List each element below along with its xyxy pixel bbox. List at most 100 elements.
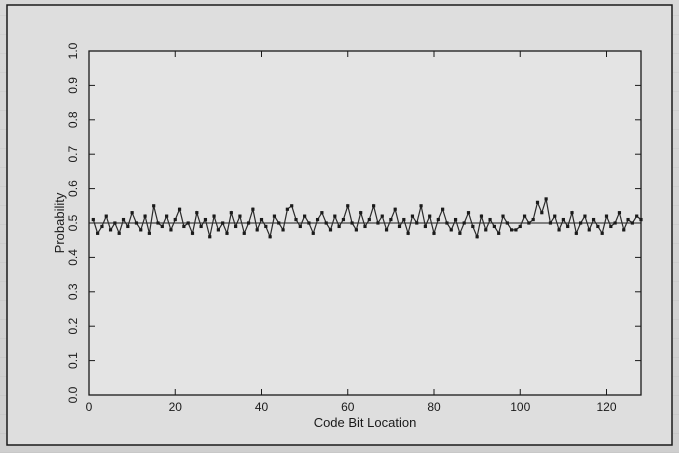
data-point bbox=[173, 217, 177, 222]
y-axis: 0.0 0.1 0.2 0.3 0.4 0.5 0.6 0.7 0.8 0.9 1.0 bbox=[66, 42, 641, 403]
series-markers bbox=[91, 197, 643, 239]
data-point bbox=[117, 231, 121, 235]
data-point bbox=[622, 228, 626, 232]
data-point bbox=[130, 211, 134, 215]
data-point bbox=[277, 221, 281, 225]
data-point bbox=[272, 214, 277, 218]
data-point bbox=[229, 211, 233, 215]
data-point bbox=[475, 235, 479, 239]
data-point bbox=[553, 214, 557, 218]
data-point bbox=[324, 221, 328, 225]
data-point bbox=[384, 228, 389, 232]
data-point bbox=[479, 214, 484, 218]
data-point bbox=[535, 200, 540, 204]
y-tick-label: 0.8 bbox=[66, 111, 80, 128]
y-tick-label: 0.9 bbox=[66, 77, 80, 94]
x-tick-label: 0 bbox=[86, 400, 93, 414]
data-point bbox=[410, 214, 415, 218]
data-point bbox=[363, 224, 367, 229]
data-point bbox=[156, 221, 160, 225]
data-point bbox=[518, 224, 522, 229]
data-point bbox=[462, 221, 466, 225]
data-point bbox=[393, 207, 397, 211]
data-point bbox=[566, 224, 570, 229]
data-point bbox=[294, 217, 298, 222]
data-point bbox=[255, 228, 259, 232]
data-point bbox=[639, 217, 643, 222]
data-point bbox=[234, 224, 238, 229]
data-point bbox=[613, 221, 617, 225]
data-point bbox=[492, 224, 496, 229]
data-point bbox=[432, 231, 436, 235]
data-point bbox=[380, 214, 384, 218]
data-point bbox=[268, 235, 272, 239]
data-point bbox=[505, 221, 509, 225]
data-point bbox=[359, 211, 363, 215]
data-point bbox=[160, 224, 164, 229]
data-point bbox=[139, 228, 143, 232]
data-point bbox=[389, 217, 393, 222]
data-point bbox=[488, 217, 492, 222]
data-point bbox=[251, 207, 255, 211]
data-point bbox=[445, 221, 449, 225]
data-point bbox=[152, 204, 156, 208]
data-point bbox=[510, 228, 514, 232]
data-point bbox=[630, 221, 634, 225]
data-point bbox=[311, 231, 315, 235]
data-point bbox=[591, 217, 596, 222]
data-point bbox=[544, 197, 548, 201]
data-point bbox=[169, 228, 173, 232]
data-point bbox=[596, 224, 600, 229]
data-point bbox=[540, 211, 544, 215]
data-point bbox=[441, 207, 445, 211]
data-point bbox=[514, 228, 518, 232]
data-point bbox=[574, 231, 578, 235]
data-point bbox=[570, 211, 574, 215]
x-tick-label: 20 bbox=[169, 400, 183, 414]
data-point bbox=[604, 214, 609, 218]
data-point bbox=[423, 224, 427, 229]
data-point bbox=[419, 204, 423, 208]
data-point bbox=[428, 214, 432, 218]
data-point bbox=[100, 224, 104, 229]
data-point bbox=[372, 204, 376, 208]
data-point bbox=[91, 217, 95, 222]
data-point bbox=[626, 217, 630, 222]
data-point bbox=[203, 217, 208, 222]
data-point bbox=[531, 217, 535, 222]
data-point bbox=[587, 228, 591, 232]
data-point bbox=[281, 228, 285, 232]
y-tick-label: 0.7 bbox=[66, 146, 80, 163]
data-point bbox=[415, 221, 419, 225]
data-point bbox=[320, 211, 324, 215]
data-point bbox=[212, 214, 216, 218]
data-point bbox=[290, 204, 294, 208]
data-point bbox=[246, 221, 251, 225]
data-point bbox=[501, 214, 505, 218]
y-tick-label: 0.6 bbox=[66, 180, 80, 197]
x-tick-label: 100 bbox=[510, 400, 530, 414]
data-point bbox=[221, 221, 225, 225]
y-tick-label: 1.0 bbox=[66, 42, 80, 59]
data-point bbox=[182, 224, 186, 229]
data-point bbox=[134, 221, 139, 225]
data-point bbox=[557, 228, 561, 232]
data-point bbox=[177, 207, 182, 211]
data-point bbox=[165, 214, 169, 218]
data-point bbox=[406, 231, 410, 235]
data-point bbox=[303, 214, 307, 218]
x-tick-label: 80 bbox=[427, 400, 441, 414]
data-point bbox=[436, 217, 440, 222]
data-point bbox=[190, 231, 195, 235]
data-point bbox=[583, 214, 587, 218]
data-point bbox=[195, 211, 199, 215]
data-point bbox=[315, 217, 320, 222]
x-axis: 0 20 40 60 80 100 120 bbox=[86, 51, 617, 414]
data-point bbox=[522, 214, 527, 218]
data-point bbox=[527, 221, 531, 225]
data-point bbox=[328, 228, 333, 232]
data-point bbox=[579, 221, 583, 225]
data-point bbox=[346, 204, 350, 208]
data-point bbox=[497, 231, 501, 235]
